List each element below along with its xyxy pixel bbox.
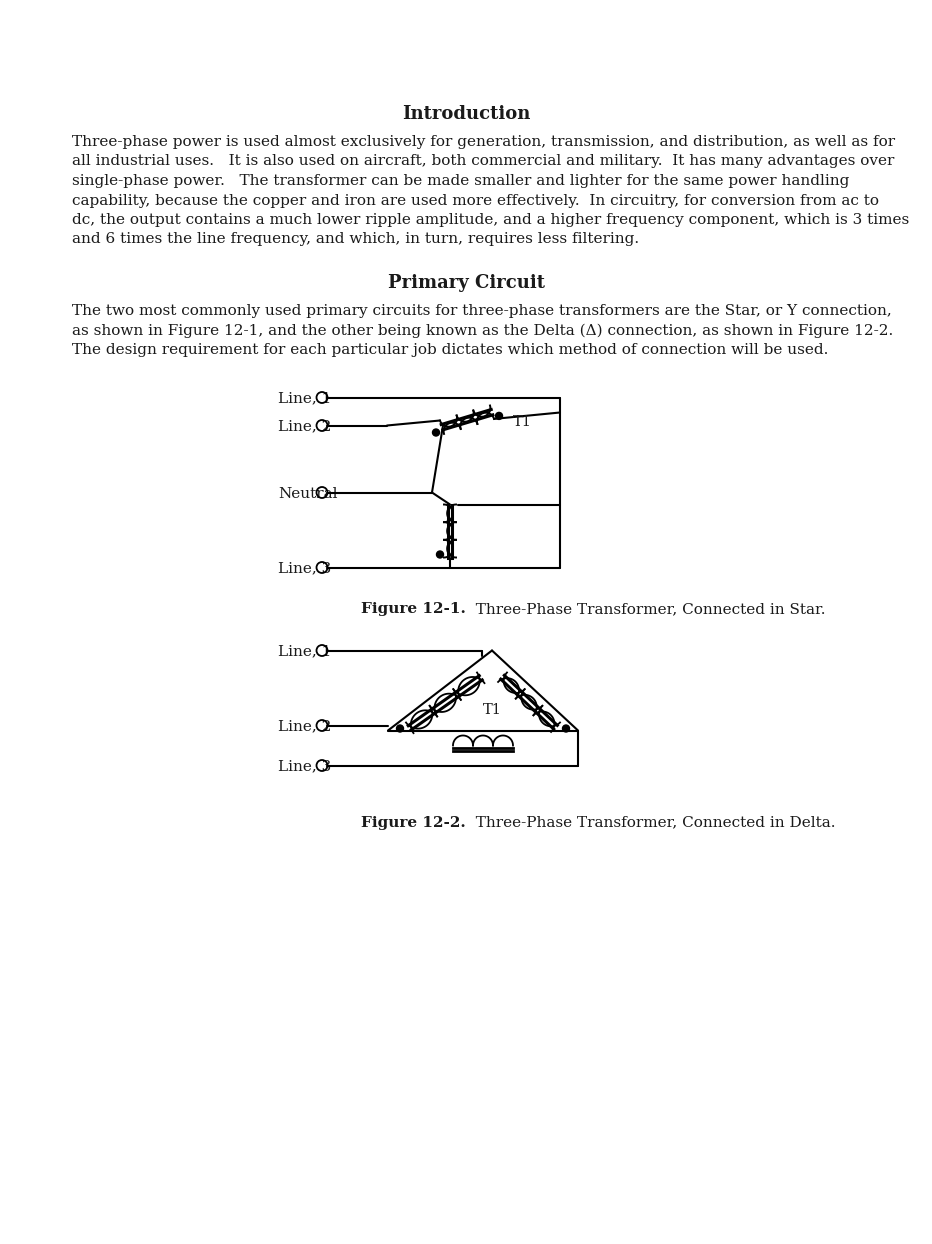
Text: Line, 3: Line, 3: [278, 561, 331, 576]
Text: The two most commonly used primary circuits for three-phase transformers are the: The two most commonly used primary circu…: [72, 304, 892, 318]
Text: all industrial uses.   It is also used on aircraft, both commercial and military: all industrial uses. It is also used on …: [72, 154, 895, 168]
Text: and 6 times the line frequency, and which, in turn, requires less filtering.: and 6 times the line frequency, and whic…: [72, 233, 639, 246]
Circle shape: [496, 413, 502, 419]
Circle shape: [432, 429, 440, 435]
Text: Neutral: Neutral: [278, 486, 337, 500]
Text: as shown in Figure 12-1, and the other being known as the Delta (Δ) connection, : as shown in Figure 12-1, and the other b…: [72, 323, 893, 338]
Text: Primary Circuit: Primary Circuit: [388, 274, 544, 292]
Text: Figure 12-1.: Figure 12-1.: [361, 602, 466, 617]
Text: Line, 3: Line, 3: [278, 760, 331, 774]
Text: Introduction: Introduction: [402, 104, 530, 123]
Text: T1: T1: [483, 704, 501, 718]
Text: Three-phase power is used almost exclusively for generation, transmission, and d: Three-phase power is used almost exclusi…: [72, 136, 895, 149]
Text: Three-Phase Transformer, Connected in Star.: Three-Phase Transformer, Connected in St…: [466, 602, 826, 617]
Text: Line, 1: Line, 1: [278, 644, 332, 658]
Text: Figure 12-2.: Figure 12-2.: [362, 816, 466, 830]
Text: single-phase power.   The transformer can be made smaller and lighter for the sa: single-phase power. The transformer can …: [72, 174, 849, 188]
Circle shape: [436, 551, 444, 559]
Text: capability, because the copper and iron are used more effectively.  In circuitry: capability, because the copper and iron …: [72, 194, 879, 208]
Text: Three-Phase Transformer, Connected in Delta.: Three-Phase Transformer, Connected in De…: [466, 816, 835, 830]
Circle shape: [563, 725, 569, 731]
Circle shape: [396, 725, 404, 731]
Text: The design requirement for each particular job dictates which method of connecti: The design requirement for each particul…: [72, 343, 829, 357]
Text: T1: T1: [513, 415, 532, 429]
Text: Line, 2: Line, 2: [278, 419, 332, 433]
Text: dc, the output contains a much lower ripple amplitude, and a higher frequency co: dc, the output contains a much lower rip…: [72, 213, 910, 226]
Text: Line, 2: Line, 2: [278, 719, 332, 734]
Text: Line, 1: Line, 1: [278, 392, 332, 406]
